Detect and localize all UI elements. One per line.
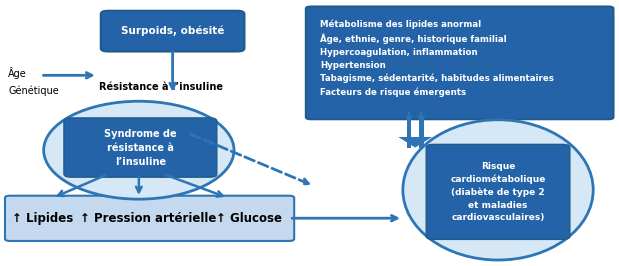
FancyBboxPatch shape [5, 196, 294, 241]
Text: Surpoids, obésité: Surpoids, obésité [121, 26, 224, 36]
Polygon shape [398, 137, 432, 148]
Text: Âge: Âge [8, 68, 27, 80]
Text: Génétique: Génétique [8, 85, 59, 96]
Ellipse shape [44, 101, 234, 199]
Text: ↑ Glucose: ↑ Glucose [217, 212, 282, 225]
Text: Résistance à l’insuline: Résistance à l’insuline [99, 82, 223, 92]
Text: ↑ Lipides: ↑ Lipides [12, 212, 73, 225]
Bar [407, 117, 412, 148]
Ellipse shape [403, 120, 593, 260]
FancyBboxPatch shape [101, 11, 245, 52]
FancyBboxPatch shape [426, 144, 570, 239]
Text: ↑ Pression artérielle: ↑ Pression artérielle [80, 212, 216, 225]
FancyBboxPatch shape [64, 118, 217, 177]
FancyBboxPatch shape [306, 6, 613, 119]
Text: Syndrome de
résistance à
l’insuline: Syndrome de résistance à l’insuline [104, 128, 176, 167]
Text: Métabolisme des lipides anormal
Âge, ethnie, genre, historique familial
Hypercoa: Métabolisme des lipides anormal Âge, eth… [320, 19, 554, 97]
Bar [419, 117, 424, 148]
Text: Risque
cardiométabolique
(diabète de type 2
et maladies
cardiovasculaires): Risque cardiométabolique (diabète de typ… [451, 162, 546, 222]
